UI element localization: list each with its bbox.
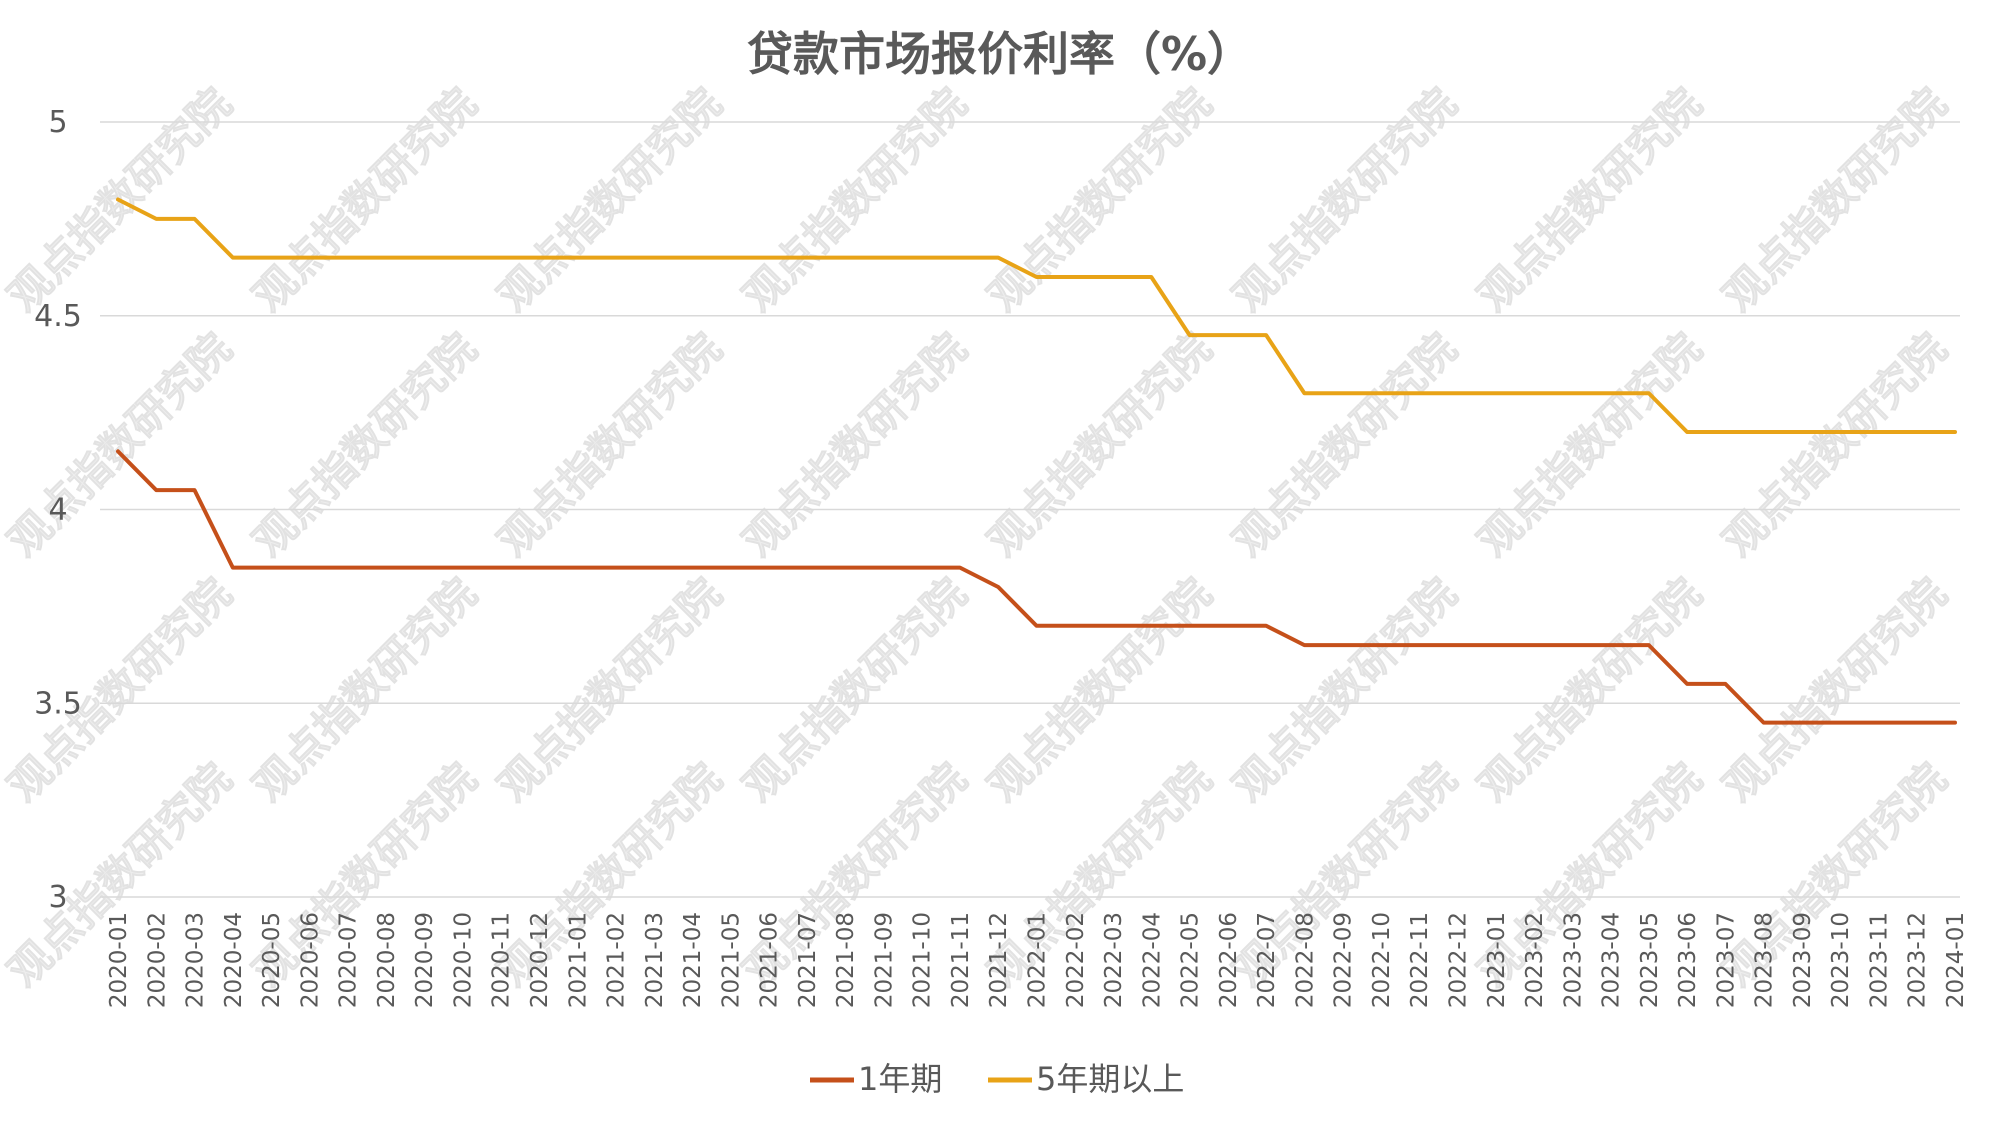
x-tick-label: 2020-08 (374, 912, 400, 1008)
x-tick-label: 2020-01 (106, 912, 132, 1008)
x-tick-label: 2022-04 (1139, 912, 1165, 1008)
x-tick-label: 2021-11 (948, 912, 974, 1008)
x-tick-label: 2023-06 (1675, 912, 1701, 1008)
x-tick-label: 2021-08 (833, 912, 859, 1008)
gridlines (100, 121, 1960, 898)
x-tick-label: 2021-04 (680, 912, 706, 1008)
x-tick-label: 2021-06 (757, 912, 783, 1008)
x-tick-label: 2022-06 (1216, 912, 1242, 1008)
legend-label: 5年期以上 (1036, 1060, 1184, 1098)
x-tick-label: 2020-03 (183, 912, 209, 1008)
watermark-text: 观点指数研究院 (1713, 78, 1956, 321)
watermark-text: 观点指数研究院 (0, 323, 241, 566)
watermark-text: 观点指数研究院 (488, 78, 731, 321)
x-tick-label: 2020-04 (221, 912, 247, 1008)
x-tick-label: 2022-01 (1025, 912, 1051, 1008)
watermark-text: 观点指数研究院 (1713, 323, 1956, 566)
y-tick-label: 4.5 (34, 299, 82, 334)
watermark-text: 观点指数研究院 (243, 78, 486, 321)
x-tick-label: 2021-07 (795, 912, 821, 1008)
watermark-text: 观点指数研究院 (1468, 323, 1711, 566)
x-tick-label: 2021-09 (871, 912, 897, 1008)
watermark-text: 观点指数研究院 (1223, 78, 1466, 321)
x-tick-label: 2023-09 (1790, 912, 1816, 1008)
x-tick-label: 2021-01 (565, 912, 591, 1008)
x-tick-label: 2023-08 (1752, 912, 1778, 1008)
x-tick-label: 2023-04 (1599, 912, 1625, 1008)
x-tick-label: 2021-10 (910, 912, 936, 1008)
watermark-text: 观点指数研究院 (733, 323, 976, 566)
x-tick-label: 2020-10 (450, 912, 476, 1008)
x-tick-label: 2022-12 (1445, 912, 1471, 1008)
legend-label: 1年期 (858, 1060, 942, 1098)
x-tick-label: 2021-12 (986, 912, 1012, 1008)
x-tick-label: 2021-05 (718, 912, 744, 1008)
x-tick-label: 2020-06 (297, 912, 323, 1008)
x-tick-label: 2022-02 (1063, 912, 1089, 1008)
x-tick-label: 2022-03 (1101, 912, 1127, 1008)
series-line-one-year (116, 449, 1957, 725)
watermark-layer: 观点指数研究院 观点指数研究院 观点指数研究院 观点指数研究院 观点指数研究院 观点指数研… (0, 78, 1956, 996)
x-tick-label: 2022-10 (1369, 912, 1395, 1008)
x-tick-label: 2021-02 (604, 912, 630, 1008)
y-axis: 5 4.5 4 3.5 3 (34, 105, 82, 915)
x-tick-label: 2023-11 (1866, 912, 1892, 1008)
x-tick-label: 2022-11 (1407, 912, 1433, 1008)
watermark-text: 观点指数研究院 (243, 323, 486, 566)
x-tick-label: 2020-07 (336, 912, 362, 1008)
x-tick-label: 2020-11 (489, 912, 515, 1008)
x-tick-label: 2020-12 (527, 912, 553, 1008)
x-tick-label: 2022-07 (1254, 912, 1280, 1008)
x-tick-label: 2020-05 (259, 912, 285, 1008)
x-tick-label: 2023-07 (1713, 912, 1739, 1008)
x-tick-label: 2020-09 (412, 912, 438, 1008)
y-tick-label: 4 (48, 493, 67, 528)
x-tick-label: 2023-01 (1484, 912, 1510, 1008)
watermark-text: 观点指数研究院 (1223, 323, 1466, 566)
watermark-text: 观点指数研究院 (978, 323, 1221, 566)
x-tick-label: 2023-12 (1905, 912, 1931, 1008)
x-tick-label: 2024-01 (1943, 912, 1969, 1008)
x-tick-label: 2023-05 (1637, 912, 1663, 1008)
series-line-five-year (116, 197, 1957, 434)
x-tick-label: 2022-05 (1178, 912, 1204, 1008)
x-tick-label: 2023-02 (1522, 912, 1548, 1008)
series-lines (116, 197, 1957, 725)
watermark-text: 观点指数研究院 (978, 78, 1221, 321)
y-tick-label: 3 (48, 880, 67, 915)
watermark-text: 观点指数研究院 (1468, 78, 1711, 321)
x-axis: 2020-01 2020-02 2020-03 2020-04 2020-05 2020-… (106, 912, 1969, 1008)
x-tick-label: 2021-03 (642, 912, 668, 1008)
y-tick-label: 3.5 (34, 686, 82, 721)
x-tick-label: 2022-09 (1331, 912, 1357, 1008)
x-tick-label: 2023-03 (1560, 912, 1586, 1008)
watermark-text: 观点指数研究院 (733, 78, 976, 321)
y-tick-label: 5 (48, 105, 67, 140)
chart-title: 贷款市场报价利率（%） (747, 27, 1253, 81)
legend: 1年期 5年期以上 (810, 1060, 1184, 1098)
x-tick-label: 2022-08 (1292, 912, 1318, 1008)
x-tick-label: 2020-02 (144, 912, 170, 1008)
x-tick-label: 2023-10 (1828, 912, 1854, 1008)
watermark-text: 观点指数研究院 (488, 323, 731, 566)
